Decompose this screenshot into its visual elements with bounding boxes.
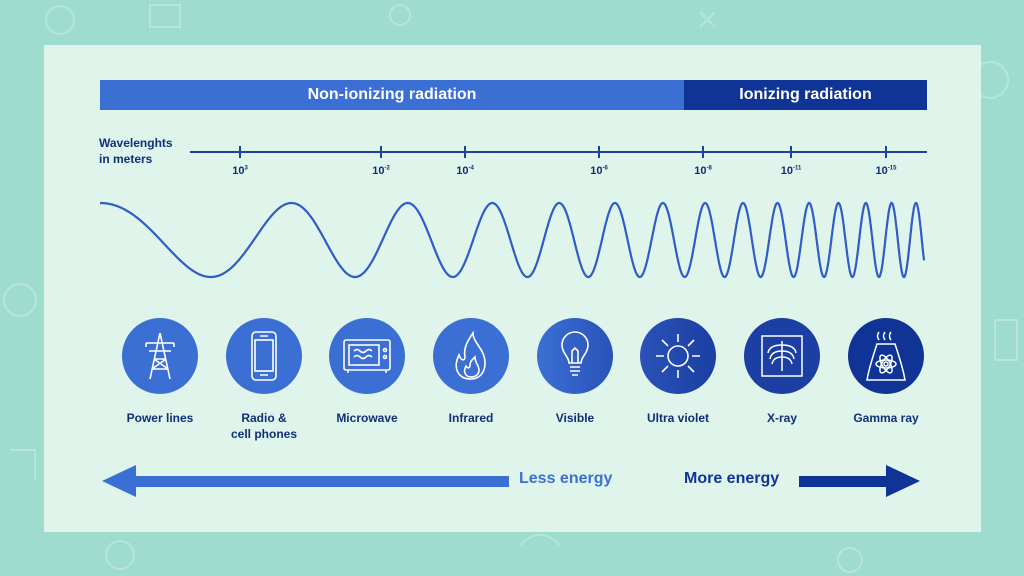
energy-arrows (102, 465, 920, 497)
wavelength-label-line2: in meters (99, 152, 153, 166)
spectrum-item-label: Microwave (336, 411, 398, 425)
spectrum-item-power-lines: Power lines (120, 318, 200, 426)
tick-label: 10-8 (694, 165, 712, 177)
less-energy-arrow (102, 465, 509, 497)
non-ionizing-band: Non-ionizing radiation (100, 80, 684, 110)
electromagnetic-wave (100, 201, 926, 279)
spectrum-item-label: Gamma ray (853, 411, 919, 425)
flame-icon (433, 318, 509, 394)
spectrum-item-infrared: Infrared (431, 318, 511, 426)
spectrum-item-label: Radio & cell phones (230, 411, 298, 441)
spectrum-item-visible: Visible (535, 318, 615, 426)
tick-mark (702, 146, 704, 158)
spectrum-item-label: Power lines (126, 411, 194, 425)
tick-mark (239, 146, 241, 158)
spectrum-item-label: Ultra violet (646, 411, 709, 425)
tick-mark (598, 146, 600, 158)
spectrum-item-label: Infrared (448, 411, 494, 425)
spectrum-item-microwave: Microwave (327, 318, 407, 426)
more-energy-arrow (799, 465, 920, 497)
ionizing-label: Ionizing radiation (739, 86, 872, 103)
spectrum-item-gamma: Gamma ray (846, 318, 926, 426)
spectrum-item-radio: Radio & cell phones (224, 318, 304, 442)
spectrum-panel: Non-ionizing radiation Ionizing radiatio… (44, 45, 981, 532)
tick-mark (464, 146, 466, 158)
tick-label: 10-2 (372, 165, 390, 177)
tick-label: 10-15 (875, 165, 897, 177)
wavelength-axis-line (190, 151, 927, 153)
wave-graphic (100, 201, 926, 279)
spectrum-item-xray: X-ray (742, 318, 822, 426)
spectrum-item-label: X-ray (766, 411, 798, 425)
tick-mark (790, 146, 792, 158)
spectrum-item-label: Visible (555, 411, 595, 425)
phone-icon (226, 318, 302, 394)
spectrum-item-ultraviolet: Ultra violet (638, 318, 718, 426)
wavelength-axis-label: Wavelenghts in meters (99, 135, 173, 167)
tick-label: 103 (232, 165, 248, 177)
tick-label: 10-11 (780, 165, 802, 177)
tick-mark (380, 146, 382, 158)
less-energy-label: Less energy (519, 470, 613, 487)
sun-icon (640, 318, 716, 394)
wavelength-label-line1: Wavelenghts (99, 136, 173, 150)
tick-mark (885, 146, 887, 158)
more-energy-label: More energy (684, 470, 780, 487)
non-ionizing-label: Non-ionizing radiation (307, 86, 477, 103)
microwave-icon (329, 318, 405, 394)
power-tower-icon (122, 318, 198, 394)
xray-ribcage-icon (744, 318, 820, 394)
tick-label: 10-6 (590, 165, 608, 177)
tick-label: 10-4 (456, 165, 474, 177)
lightbulb-icon (537, 318, 613, 394)
ionizing-band: Ionizing radiation (684, 80, 927, 110)
reactor-atom-icon (848, 318, 924, 394)
